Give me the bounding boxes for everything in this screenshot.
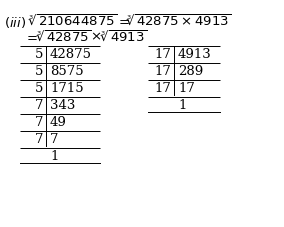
Text: $=$: $=$ <box>116 14 130 27</box>
Text: $\sqrt[3]{42875}$: $\sqrt[3]{42875}$ <box>36 30 92 45</box>
Text: 7: 7 <box>34 116 43 128</box>
Text: 1: 1 <box>178 99 186 111</box>
Text: 1715: 1715 <box>50 82 83 95</box>
Text: $\times$: $\times$ <box>90 30 101 43</box>
Text: $=$: $=$ <box>24 30 38 43</box>
Text: 4913: 4913 <box>178 48 212 61</box>
Text: 1: 1 <box>50 149 59 162</box>
Text: $\sqrt[3]{42875 \times 4913}$: $\sqrt[3]{42875 \times 4913}$ <box>126 14 232 29</box>
Text: 49: 49 <box>50 116 67 128</box>
Text: 8575: 8575 <box>50 65 83 78</box>
Text: 343: 343 <box>50 99 75 111</box>
Text: $(iii)$: $(iii)$ <box>4 15 26 30</box>
Text: $\sqrt[3]{4913}$: $\sqrt[3]{4913}$ <box>100 30 147 45</box>
Text: 5: 5 <box>35 82 43 95</box>
Text: 289: 289 <box>178 65 203 78</box>
Text: 7: 7 <box>34 99 43 111</box>
Text: 42875: 42875 <box>50 48 92 61</box>
Text: 5: 5 <box>35 48 43 61</box>
Text: 17: 17 <box>154 82 171 95</box>
Text: 17: 17 <box>154 48 171 61</box>
Text: 7: 7 <box>34 132 43 145</box>
Text: $\sqrt[3]{210644875}$: $\sqrt[3]{210644875}$ <box>28 14 118 29</box>
Text: 17: 17 <box>178 82 195 95</box>
Text: 7: 7 <box>50 132 59 145</box>
Text: 17: 17 <box>154 65 171 78</box>
Text: 5: 5 <box>35 65 43 78</box>
